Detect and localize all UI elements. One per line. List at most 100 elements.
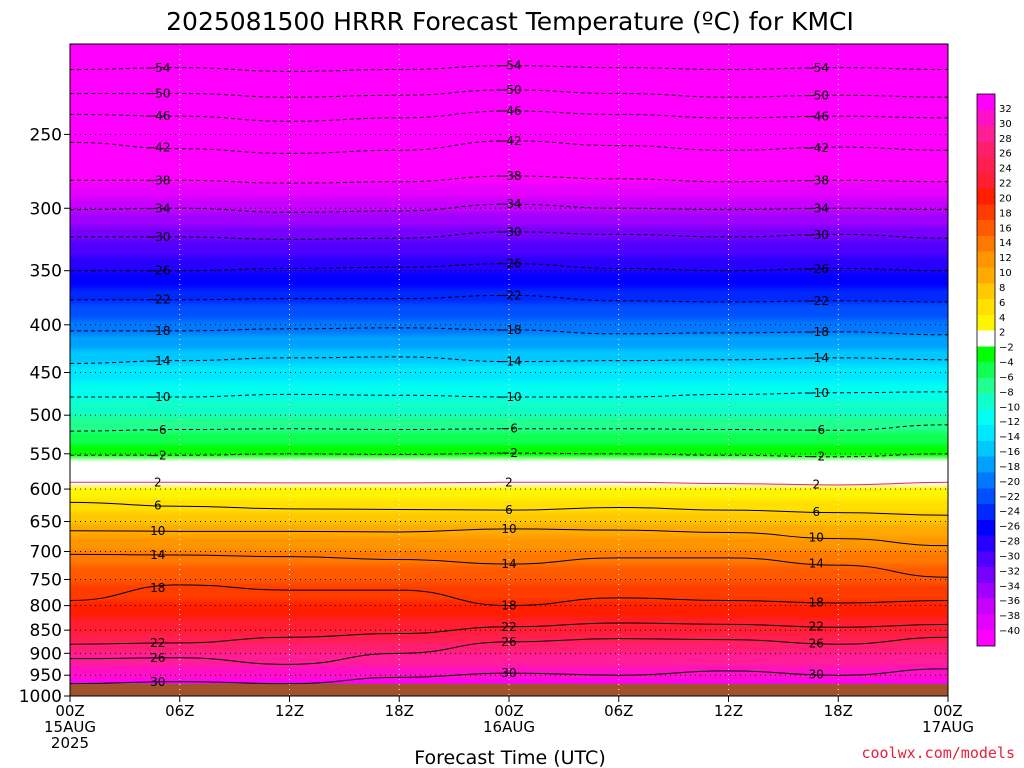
contour-line [70,175,948,184]
contour-label: 30 [150,675,165,689]
y-tick-label: 250 [30,125,62,145]
contour-label: −30 [804,228,829,242]
colorbar-tick-label: 26 [999,149,1012,160]
contour-line [70,481,948,486]
contour-label: 18 [150,581,165,595]
contour-line [70,391,948,398]
contour-label: 2 [154,475,162,489]
colorbar-tick-label: −30 [999,551,1020,562]
colorbar-tick-label: −24 [999,507,1020,518]
contour-label: −46 [496,104,521,118]
contour-label: 26 [150,651,165,665]
y-tick-label: 800 [30,597,62,617]
x-tick-label: 15AUG [44,718,96,736]
contour-label: −38 [145,173,170,187]
y-tick-label: 750 [30,570,62,590]
x-tick-label: 00Z [933,702,962,720]
contour-line [70,231,948,240]
y-tick-label: 900 [30,644,62,664]
y-tick-label: 700 [30,543,62,563]
contour-label: −6 [500,422,518,436]
colorbar-tick-label: −34 [999,581,1020,592]
colorbar-tick-label: −8 [999,387,1014,398]
contour-label: −2 [807,449,825,463]
contour-line [70,584,948,607]
x-tick-label: 12Z [714,702,743,720]
contour-label: −30 [145,230,170,244]
contour-line [70,668,948,685]
colorbar-tick-label: −10 [999,402,1020,413]
y-tick-label: 600 [30,480,62,500]
y-tick-label: 300 [30,199,62,219]
x-tick-label: 12Z [275,702,304,720]
contour-label: −6 [149,423,167,437]
contour-line [70,140,948,154]
y-tick-label: 350 [30,262,62,282]
contour-label: 14 [809,557,824,571]
contour-line [70,294,948,303]
colorbar-tick-label: −14 [999,432,1020,443]
y-tick-label: 450 [30,364,62,384]
colorbar-tick-label: −32 [999,566,1020,577]
contour-label: −6 [807,423,825,437]
colorbar-tick-label: 16 [999,223,1012,234]
contour-label: −54 [804,61,829,75]
contour-line [70,65,948,72]
contour-label: −34 [804,202,829,216]
contour-label: −54 [145,61,170,75]
contour-label: −50 [496,83,521,97]
colorbar-tick-label: 28 [999,134,1012,145]
contour-line [70,424,948,432]
contour-label: 18 [501,599,516,613]
contour-line [70,263,948,272]
colorbar-tick-label: 8 [999,283,1005,294]
contour-label: −38 [804,174,829,188]
contour-line [70,356,948,364]
contour-line [70,110,948,122]
contour-line [70,636,948,665]
contour-label: −14 [496,355,521,369]
contour-label: −26 [496,257,521,271]
contour-line [70,203,948,213]
contour-label: 14 [501,557,516,571]
contour-line [70,553,948,578]
contour-label: 6 [505,503,513,517]
colorbar: 32 30 28 26 24 22 20 18 16 14 12 10 8 6 4 2 −2 −4 −6 −8 −10 −… [976,93,1020,647]
colorbar-tick-label: −6 [999,372,1014,383]
contour-line [70,327,948,336]
contour-label: −14 [804,351,829,365]
contour-label: −10 [804,386,829,400]
contour-label: −26 [804,262,829,276]
x-tick-label: 00Z [55,702,84,720]
contour-label: −10 [496,390,521,404]
contour-label: −46 [804,110,829,124]
colorbar-tick-label: −36 [999,596,1020,607]
contour-line [70,622,948,645]
colorbar-tick-label: −16 [999,447,1020,458]
colorbar-tick-label: −26 [999,522,1020,533]
colorbar-tick-label: −28 [999,537,1020,548]
colorbar-tick-label: −18 [999,462,1020,473]
contour-label: −26 [145,264,170,278]
contour-label: −50 [145,87,170,101]
x-tick-label: 2025 [51,734,89,752]
contour-label: −22 [496,288,521,302]
contour-label: 30 [809,667,824,681]
contour-line [70,528,948,547]
contour-label: −2 [149,448,167,462]
colorbar-tick-label: −38 [999,611,1020,622]
contour-label: −34 [145,202,170,216]
colorbar-tick-label: 2 [999,328,1005,339]
colorbar-tick-label: −22 [999,492,1020,503]
contour-label: 2 [505,475,513,489]
contour-line [70,89,948,98]
contour-label: −34 [496,197,521,211]
contour-label: −14 [145,354,170,368]
x-tick-label: 18Z [385,702,414,720]
colorbar-tick-label: 12 [999,253,1012,264]
colorbar-tick-label: 14 [999,238,1012,249]
contour-label: −54 [496,59,521,73]
contour-label: 22 [150,636,165,650]
colorbar-tick-label: −20 [999,477,1020,488]
